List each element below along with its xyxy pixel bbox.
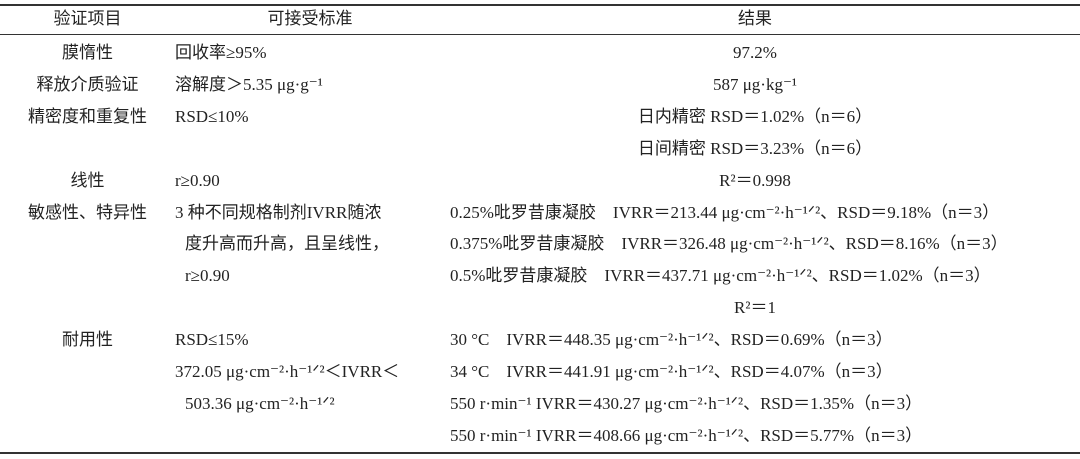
- criteria-cell: 溶解度＞5.35 μg·g⁻¹: [175, 74, 323, 94]
- result-cell: R²＝1: [734, 298, 776, 318]
- criteria-cell: 3 种不同规格制剂IVRR随浓: [175, 202, 382, 222]
- item-cell: 精密度和重复性: [28, 106, 147, 126]
- result-cell: 34 °C IVRR＝441.91 μg·cm⁻²·h⁻¹ᐟ²、RSD＝4.07…: [450, 362, 893, 381]
- result-cell: 日内精密 RSD＝1.02%（n＝6）: [637, 106, 873, 126]
- result-cell: 0.5%吡罗昔康凝胶 IVRR＝437.71 μg·cm⁻²·h⁻¹ᐟ²、RSD…: [450, 266, 991, 286]
- criteria-cell: r≥0.90: [175, 170, 220, 190]
- criteria-cell: 度升高而升高，且呈线性，: [185, 234, 389, 254]
- bottom-rule: [0, 452, 1080, 454]
- result-cell: 550 r·min⁻¹ IVRR＝408.66 μg·cm⁻²·h⁻¹ᐟ²、RS…: [450, 425, 923, 445]
- result-cell: 97.2%: [733, 43, 777, 62]
- criteria-cell: 回收率≥95%: [175, 43, 267, 62]
- result-cell: 587 μg·kg⁻¹: [712, 74, 798, 94]
- top-rule: [0, 4, 1080, 6]
- header-rule: [0, 34, 1080, 35]
- criteria-cell: 503.36 μg·cm⁻²·h⁻¹ᐟ²: [185, 393, 335, 413]
- header-cell: 可接受标准: [267, 9, 353, 28]
- criteria-cell: r≥0.90: [185, 266, 230, 286]
- result-cell: 日间精密 RSD＝3.23%（n＝6）: [637, 138, 873, 158]
- item-cell: 耐用性: [62, 330, 113, 350]
- header-cell: 验证项目: [53, 9, 122, 28]
- item-cell: 膜惰性: [62, 43, 113, 62]
- result-cell: R²＝0.998: [719, 170, 791, 190]
- result-cell: 30 °C IVRR＝448.35 μg·cm⁻²·h⁻¹ᐟ²、RSD＝0.69…: [450, 330, 893, 350]
- item-cell: 释放介质验证: [36, 74, 139, 94]
- criteria-cell: RSD≤10%: [175, 106, 249, 126]
- item-cell: 敏感性、特异性: [28, 202, 147, 222]
- item-cell: 线性: [70, 170, 105, 190]
- result-cell: 550 r·min⁻¹ IVRR＝430.27 μg·cm⁻²·h⁻¹ᐟ²、RS…: [450, 393, 923, 413]
- header-cell: 结果: [738, 9, 772, 28]
- result-cell: 0.375%吡罗昔康凝胶 IVRR＝326.48 μg·cm⁻²·h⁻¹ᐟ²、R…: [450, 234, 1008, 254]
- criteria-cell: 372.05 μg·cm⁻²·h⁻¹ᐟ²＜IVRR＜: [175, 362, 400, 381]
- criteria-cell: RSD≤15%: [175, 330, 249, 350]
- result-cell: 0.25%吡罗昔康凝胶 IVRR＝213.44 μg·cm⁻²·h⁻¹ᐟ²、RS…: [450, 202, 1000, 222]
